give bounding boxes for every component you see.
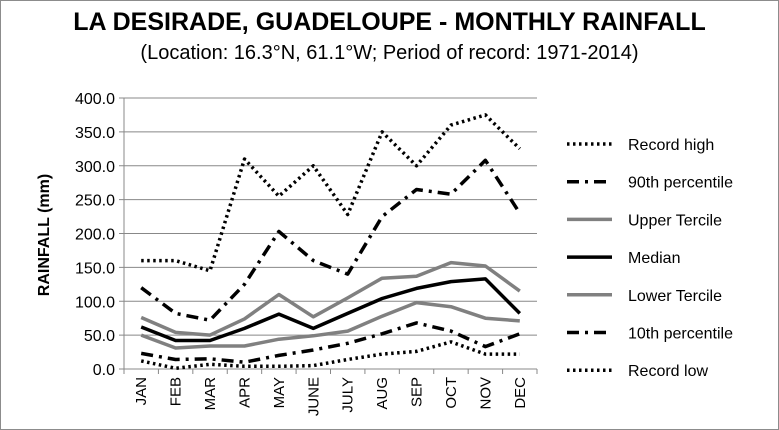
series-line-90th-percentile [140,158,522,322]
x-tick-label: DEC [512,377,529,409]
chart-title: LA DESIRADE, GUADELOUPE - MONTHLY RAINFA… [73,8,706,36]
series-lines [140,113,522,371]
y-tick-label: 200.0 [75,227,115,244]
y-tick-label: 50.0 [84,328,115,345]
x-tick-label: JULY [340,377,357,413]
x-tick-label: JUNE [305,377,322,416]
y-axis-label: RAINFALL (mm) [36,174,53,296]
series-line-median [140,277,522,343]
legend-label-90th-percentile: 90th percentile [628,175,733,192]
legend-label-median: Median [628,250,680,267]
series-line-10th-percentile [140,321,521,364]
x-tick-label: MAY [271,377,288,408]
y-tick-label: 400.0 [75,91,115,108]
y-tick-label: 250.0 [75,193,115,210]
legend-label-upper-tercile: Upper Tercile [628,212,722,229]
legend: Record high 90th percentile Upper Tercile M… [567,137,733,380]
series-line-record-low [140,340,520,371]
x-tick-label: NOV [477,377,494,410]
y-tick-label: 0.0 [93,362,115,379]
y-tick-label: 150.0 [75,260,115,277]
series-line-upper-tercile [140,260,521,337]
legend-label-record-low: Record low [628,363,708,380]
y-tick-labels: 0.0 50.0 100.0 150.0 200.0 250.0 300.0 350.0 400… [75,91,115,379]
legend-label-10th-percentile: 10th percentile [628,326,733,343]
y-tick-label: 350.0 [75,125,115,142]
x-tick-label: MAR [202,377,219,411]
axes [119,97,538,374]
x-tick-labels: JAN FEB MAR APR MAY JUNE JULY AUG SEP OCT NOV DEC [133,377,529,416]
x-tick-label: JAN [133,377,150,405]
x-tick-label: OCT [443,377,460,409]
x-tick-label: APR [236,377,253,408]
y-tick-label: 300.0 [75,159,115,176]
y-tick-label: 100.0 [75,294,115,311]
series-line-record-high [141,113,522,273]
legend-label-record-high: Record high [628,137,714,154]
x-tick-label: FEB [168,377,185,406]
series-line-lower-tercile [140,300,520,350]
x-tick-label: AUG [374,377,391,410]
legend-label-lower-tercile: Lower Tercile [628,288,722,305]
chart-subtitle: (Location: 16.3°N, 61.1°W; Period of rec… [140,42,639,64]
x-tick-label: SEP [409,377,426,407]
gridlines [124,97,537,370]
